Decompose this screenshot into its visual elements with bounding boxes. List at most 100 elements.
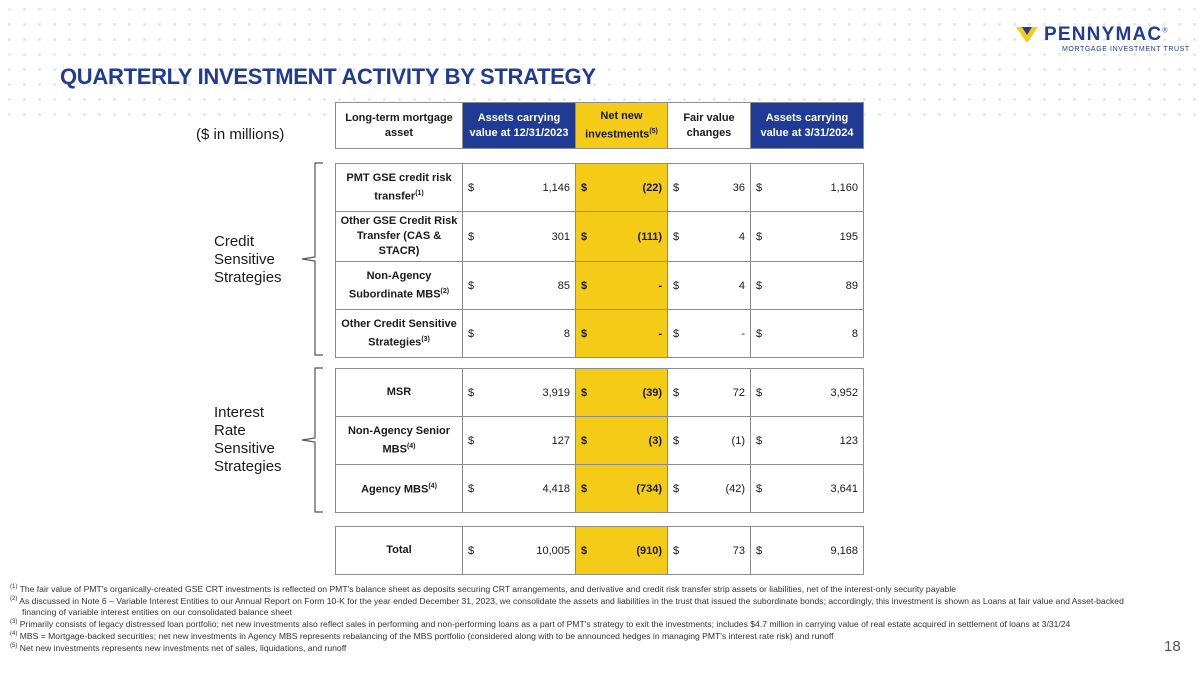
- row-label: Other Credit Sensitive Strategies(3): [335, 309, 463, 358]
- header-long-term-asset: Long-term mortgage asset: [335, 102, 463, 149]
- cell-value: 4,418: [542, 482, 570, 495]
- header-carrying-value-2023: Assets carrying value at 12/31/2023: [462, 102, 576, 149]
- currency-symbol: $: [673, 544, 680, 557]
- currency-symbol: $: [756, 544, 763, 557]
- value-cell-c1: $127: [462, 416, 576, 465]
- cell-value: 36: [732, 181, 745, 194]
- rate-group-label: Interest Rate Sensitive Strategies: [214, 404, 282, 475]
- value-cell-c2: $ (3): [575, 416, 668, 465]
- table-row: PMT GSE credit risk transfer(1) $1,146 $ (2…: [335, 163, 864, 212]
- table-row: Non-Agency Senior MBS(4) $127 $ (3) $ (1) $123: [335, 416, 864, 465]
- currency-symbol: $: [756, 230, 763, 243]
- currency-symbol: $: [756, 386, 763, 399]
- currency-symbol: $: [468, 434, 475, 447]
- value-cell-c2: $ (111): [575, 211, 668, 262]
- value-cell-c1: $8: [462, 309, 576, 358]
- row-label: Non-Agency Senior MBS(4): [335, 416, 463, 465]
- cell-value: 4: [738, 230, 745, 243]
- credit-group-bracket: [301, 162, 323, 356]
- cell-value: 10,005: [536, 544, 570, 557]
- cell-value: (1): [731, 434, 745, 447]
- value-cell-c4: $8: [750, 309, 864, 358]
- value-cell-c3: $ -: [667, 309, 751, 358]
- cell-value: 4: [738, 279, 745, 292]
- currency-symbol: $: [673, 386, 680, 399]
- rate-strategies-table: MSR $3,919 $ (39) $72 $3,952 Non-Agency Senior…: [335, 368, 864, 513]
- cell-value: 3,919: [542, 386, 570, 399]
- currency-symbol: $: [468, 386, 475, 399]
- row-label: Total: [335, 526, 463, 575]
- cell-value: (3): [648, 434, 662, 447]
- currency-symbol: $: [673, 327, 680, 340]
- currency-symbol: $: [756, 181, 763, 194]
- cell-value: (22): [642, 181, 662, 194]
- table-header: Long-term mortgage asset Assets carrying…: [335, 102, 864, 149]
- value-cell-c1: $85: [462, 261, 576, 310]
- value-cell-c3: $72: [667, 368, 751, 417]
- value-cell-c3: $ (42): [667, 464, 751, 513]
- header-net-new-investments: Net new investments(5): [575, 102, 668, 149]
- currency-symbol: $: [581, 434, 588, 447]
- value-cell-c2: $ (39): [575, 368, 668, 417]
- currency-symbol: $: [581, 482, 588, 495]
- cell-value: (42): [725, 482, 745, 495]
- currency-symbol: $: [581, 230, 588, 243]
- cell-value: 8: [851, 327, 858, 340]
- row-label: Agency MBS(4): [335, 464, 463, 513]
- logo-wordmark: PENNYMAC®: [1044, 24, 1169, 45]
- value-cell-c2: $ (22): [575, 163, 668, 212]
- cell-value: 72: [732, 386, 745, 399]
- row-label: Other GSE Credit Risk Transfer (CAS & ST…: [335, 211, 463, 262]
- cell-value: 195: [839, 230, 858, 243]
- cell-value: (39): [642, 386, 662, 399]
- value-cell-c4: $195: [750, 211, 864, 262]
- value-cell-c1: $301: [462, 211, 576, 262]
- value-cell-c3: $4: [667, 211, 751, 262]
- value-cell-c2: $ (734): [575, 464, 668, 513]
- row-label: PMT GSE credit risk transfer(1): [335, 163, 463, 212]
- footnote-4: (4) MBS = Mortgage-backed securities; ne…: [10, 631, 834, 642]
- footnote-1: (1) The fair value of PMT's organically-…: [10, 583, 957, 594]
- table-row: Agency MBS(4) $4,418 $ (734) $ (42) $3,641: [335, 464, 864, 513]
- value-cell-c3: $36: [667, 163, 751, 212]
- currency-symbol: $: [673, 230, 680, 243]
- currency-symbol: $: [468, 544, 475, 557]
- value-cell-c4: $123: [750, 416, 864, 465]
- value-cell-c1: $10,005: [462, 526, 576, 575]
- currency-symbol: $: [756, 327, 763, 340]
- cell-value: -: [658, 327, 662, 340]
- currency-symbol: $: [468, 279, 475, 292]
- units-label: ($ in millions): [196, 126, 285, 143]
- currency-symbol: $: [673, 482, 680, 495]
- value-cell-c4: $9,168: [750, 526, 864, 575]
- cell-value: 123: [839, 434, 858, 447]
- currency-symbol: $: [581, 279, 588, 292]
- page-title: QUARTERLY INVESTMENT ACTIVITY BY STRATEG…: [60, 64, 596, 89]
- table-row: MSR $3,919 $ (39) $72 $3,952: [335, 368, 864, 417]
- currency-symbol: $: [581, 181, 588, 194]
- currency-symbol: $: [581, 327, 588, 340]
- cell-value: 1,146: [542, 181, 570, 194]
- currency-symbol: $: [756, 279, 763, 292]
- footnote-3: (3) Primarily consists of legacy distres…: [10, 618, 1071, 629]
- currency-symbol: $: [468, 482, 475, 495]
- value-cell-c2: $ -: [575, 261, 668, 310]
- value-cell-c2: $ (910): [575, 526, 668, 575]
- currency-symbol: $: [756, 434, 763, 447]
- credit-group-label: Credit Sensitive Strategies: [214, 233, 282, 286]
- cell-value: 301: [551, 230, 570, 243]
- currency-symbol: $: [673, 434, 680, 447]
- cell-value: 127: [551, 434, 570, 447]
- row-label: Non-Agency Subordinate MBS(2): [335, 261, 463, 310]
- cell-value: (111): [637, 230, 662, 243]
- rate-group-bracket: [301, 367, 323, 513]
- currency-symbol: $: [756, 482, 763, 495]
- pennymac-logo-mark-icon: [1016, 27, 1038, 43]
- page-number: 18: [1164, 638, 1181, 655]
- total-table: Total $10,005 $ (910) $73 $9,168: [335, 526, 864, 575]
- value-cell-c1: $3,919: [462, 368, 576, 417]
- currency-symbol: $: [468, 327, 475, 340]
- cell-value: 85: [557, 279, 570, 292]
- currency-symbol: $: [673, 279, 680, 292]
- cell-value: 3,641: [830, 482, 858, 495]
